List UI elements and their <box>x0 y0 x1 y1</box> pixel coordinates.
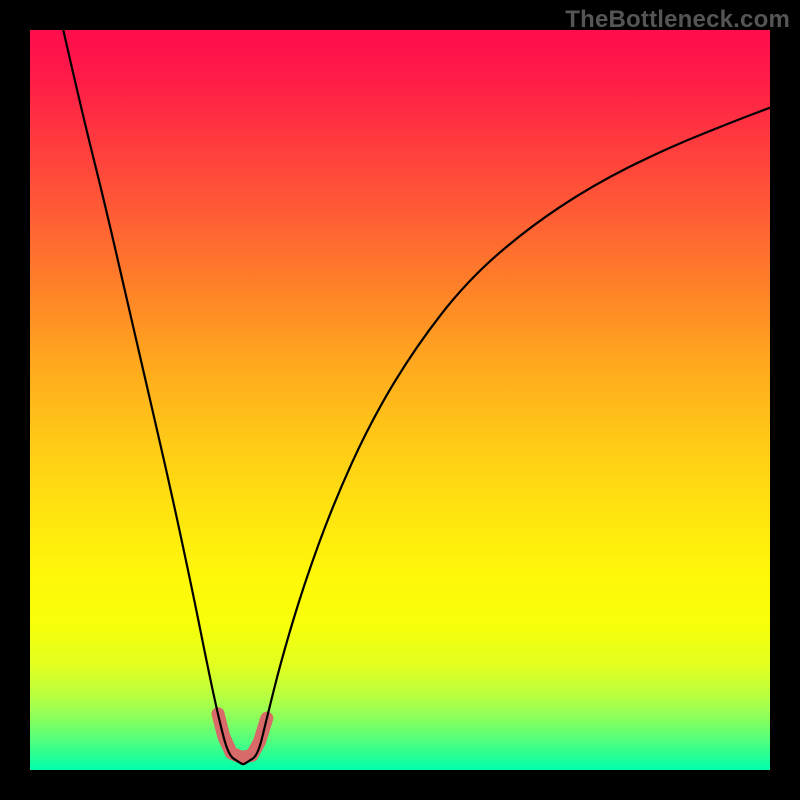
watermark-text: TheBottleneck.com <box>565 6 790 34</box>
bottleneck-chart <box>0 0 800 800</box>
plot-gradient-background <box>30 30 770 770</box>
chart-container: TheBottleneck.com <box>0 0 800 800</box>
